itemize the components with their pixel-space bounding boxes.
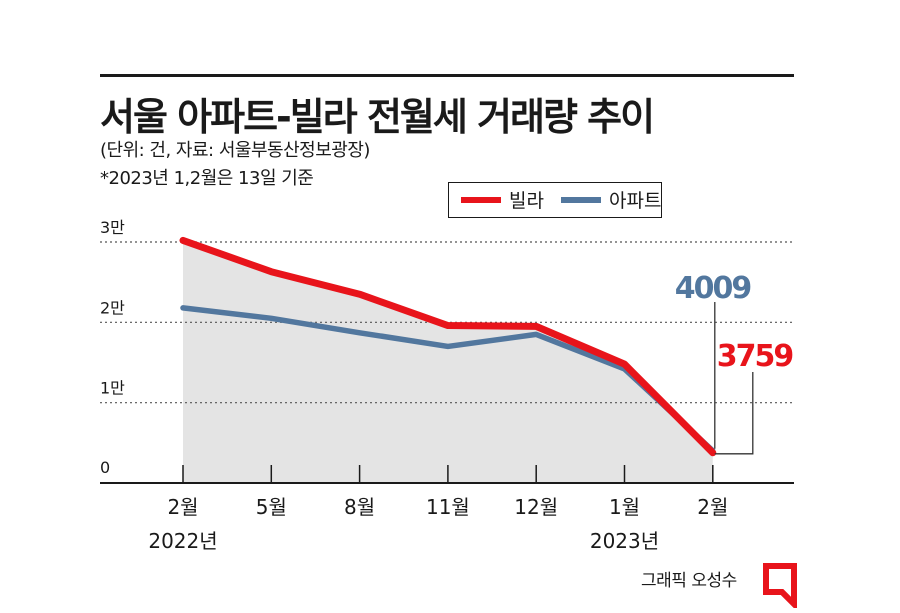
x-year-label: 2022년 (148, 529, 217, 553)
x-tick-label: 12월 (514, 495, 558, 519)
annotation-leader (714, 372, 754, 455)
legend-label-villa: 빌라 (509, 190, 544, 212)
graphic-credit: 그래픽 오성수 (641, 571, 737, 591)
x-tick-label: 5월 (256, 495, 287, 519)
legend: 빌라 아파트 (448, 182, 662, 218)
x-tick-label: 11월 (426, 495, 470, 519)
y-tick-label: 2만 (100, 298, 125, 317)
annotation-label-apartment: 4009 (675, 271, 751, 306)
y-tick-label: 0 (100, 458, 110, 477)
y-tick-label: 3만 (100, 218, 125, 237)
chart-note: *2023년 1,2월은 13일 기준 (100, 168, 314, 189)
area-fill-villa (183, 240, 713, 483)
legend-swatch-villa (461, 196, 501, 203)
x-tick-label: 1월 (609, 495, 640, 519)
publisher-logo-icon (763, 563, 797, 608)
legend-item-apartment: 아파트 (561, 183, 661, 216)
x-tick-label: 2월 (167, 495, 198, 519)
x-tick-label: 8월 (344, 495, 375, 519)
title-rule (100, 74, 794, 77)
x-year-label: 2023년 (590, 529, 659, 553)
chart-subtitle: (단위: 건, 자료: 서울부동산정보광장) (100, 140, 370, 161)
legend-swatch-apartment (561, 196, 601, 203)
chart-title: 서울 아파트-빌라 전월세 거래량 추이 (100, 95, 655, 139)
y-tick-label: 1만 (100, 379, 125, 398)
annotation-label-villa: 3759 (717, 339, 793, 374)
legend-item-villa: 빌라 (461, 183, 544, 216)
x-tick-label: 2월 (697, 495, 728, 519)
legend-label-apartment: 아파트 (609, 190, 662, 212)
series-line-villa (179, 236, 717, 457)
